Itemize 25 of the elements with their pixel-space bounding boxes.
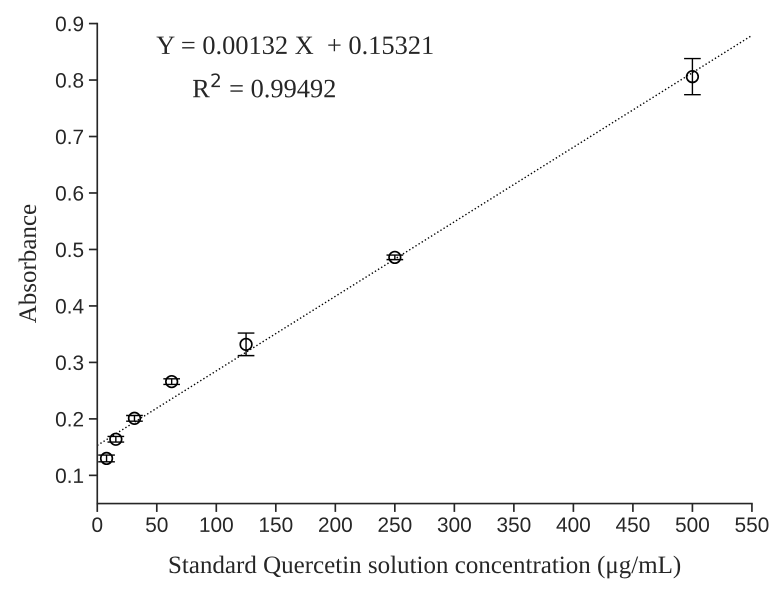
x-tick-label: 200 [319, 517, 352, 532]
x-tick-label: 50 [146, 517, 168, 532]
x-tick-label: 250 [378, 517, 412, 532]
annotation: Y = 0.00132 X + 0.15321 [156, 36, 433, 54]
y-tick-label: 0.2 [56, 412, 84, 427]
y-tick-label: 0.7 [56, 130, 84, 144]
y-tick-label: 0.5 [56, 242, 84, 258]
y-axis-title: Absorbance [18, 204, 36, 324]
x-tick-label: 300 [438, 517, 471, 532]
y-tick-label: 0.1 [56, 468, 84, 484]
y-tick-label: 0.4 [56, 298, 84, 314]
y-tick-label: 0.8 [56, 73, 84, 88]
annotation: R$^{2}$ = 0.99492 [192, 73, 335, 98]
x-tick-label: 350 [497, 517, 530, 532]
y-tick-label: 0.9 [56, 16, 84, 32]
x-tick-label: 450 [616, 517, 650, 532]
x-axis-title: Standard Quercetin solution concentration (μg/mL) [170, 556, 680, 578]
x-tick-label: 0 [92, 517, 102, 532]
y-tick-label: 0.3 [56, 355, 84, 370]
x-tick-label: 150 [260, 517, 292, 532]
x-tick-label: 400 [556, 517, 590, 532]
x-tick-label: 500 [676, 517, 709, 532]
x-tick-label: 100 [200, 517, 233, 532]
x-tick-label: 550 [735, 517, 768, 532]
y-tick-label: 0.6 [56, 186, 84, 201]
